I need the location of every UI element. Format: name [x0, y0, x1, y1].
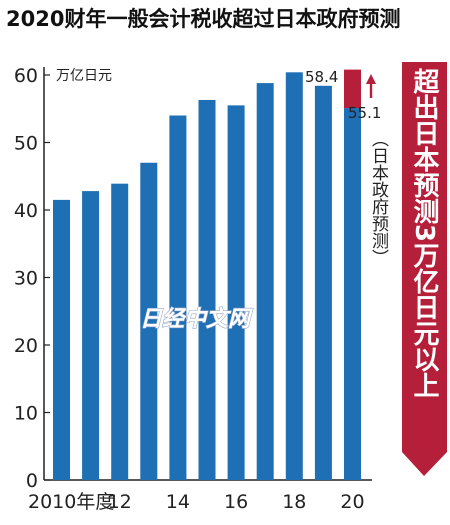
bar-2020-forecast: [344, 108, 361, 480]
x-tick-label: 16: [224, 491, 248, 513]
watermark: 日经中文网: [140, 306, 253, 332]
x-tick-label: 20: [340, 491, 364, 513]
bar: [285, 72, 303, 481]
unit-label: 万亿日元: [56, 68, 112, 84]
bar: [314, 85, 332, 481]
y-tick-label: 60: [14, 65, 38, 87]
bar-2020-excess: [344, 69, 361, 109]
x-tick-label: 2010年度: [28, 491, 114, 513]
data-label-forecast-2020: 55.1: [348, 104, 381, 122]
bar: [140, 162, 158, 480]
y-tick-label: 50: [14, 133, 38, 155]
y-tick-label: 20: [14, 335, 38, 357]
y-tick-label: 10: [14, 403, 38, 425]
data-label-fy2019: 58.4: [305, 68, 338, 86]
bar: [111, 183, 129, 481]
bar: [227, 105, 245, 480]
bar: [169, 115, 187, 480]
forecast-annotation: （日本政府预测）: [368, 130, 389, 266]
bar: [82, 191, 100, 480]
bar: [53, 199, 70, 480]
bar: [256, 83, 274, 480]
y-tick-label: 30: [14, 268, 38, 290]
y-tick-label: 40: [14, 200, 38, 222]
x-tick-label: 12: [108, 491, 132, 513]
chart-title: 2020财年一般会计税收超过日本政府预测: [6, 7, 400, 31]
bars: [53, 69, 361, 481]
increase-arrow: [366, 74, 376, 98]
x-tick-label: 18: [282, 491, 306, 513]
banner: [402, 62, 447, 476]
banner-text: 超出日本预测3万亿日元以上: [409, 68, 439, 398]
bar: [198, 99, 216, 480]
y-tick-label: 0: [26, 470, 38, 492]
x-tick-label: 14: [166, 491, 190, 513]
